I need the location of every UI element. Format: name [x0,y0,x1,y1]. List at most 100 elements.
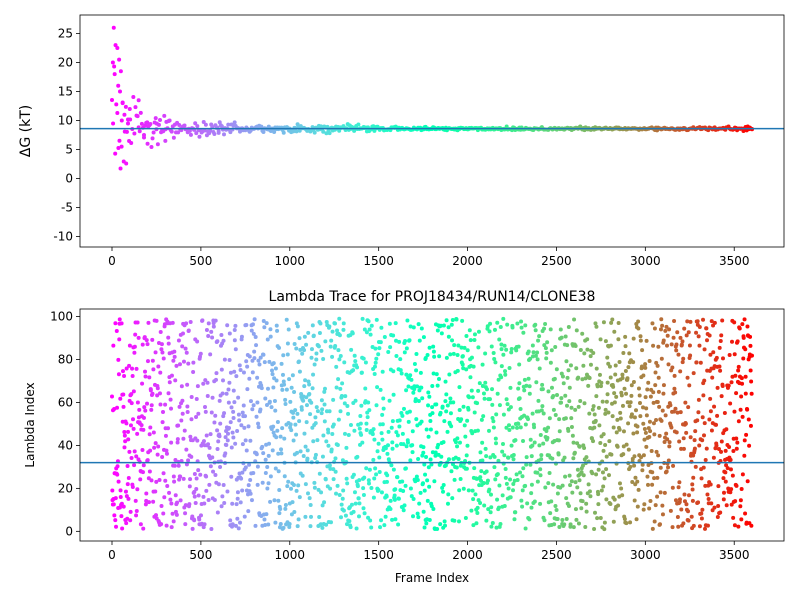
lambda-point [691,523,696,528]
lambda-point [201,381,206,386]
lambda-point [159,503,164,508]
lambda-point [159,522,164,527]
lambda-point [535,479,540,484]
lambda-point [409,377,414,382]
lambda-point [680,360,685,365]
lambda-point [518,407,523,412]
lambda-point [391,467,396,472]
lambda-point [606,410,611,415]
lambda-point [240,410,245,415]
lambda-point [386,429,391,434]
lambda-point [749,391,754,396]
lambda-point [289,486,294,491]
lambda-point [322,402,327,407]
lambda-point [231,409,236,414]
lambda-point [146,320,151,325]
lambda-point [444,409,449,414]
lambda-point [736,364,741,369]
lambda-point [675,514,680,519]
lambda-point [696,397,701,402]
lambda-point [513,438,518,443]
lambda-point [433,453,438,458]
lambda-point [680,339,685,344]
lambda-point [341,508,346,513]
lambda-point [748,343,753,348]
lambda-point [121,392,126,397]
lambda-point [143,374,148,379]
lambda-point [748,334,753,339]
lambda-point [135,320,140,325]
lambda-point [169,501,174,506]
lambda-point [304,342,309,347]
lambda-chart-title: Lambda Trace for PROJ18434/RUN14/CLONE38 [269,289,596,305]
lambda-point [150,337,155,342]
lambda-point [206,497,211,502]
lambda-point [495,320,500,325]
lambda-point [569,405,574,410]
lambda-point [268,327,273,332]
lambda-point [147,469,152,474]
lambda-point [649,448,654,453]
lambda-point [375,449,380,454]
lambda-point [708,352,713,357]
lambda-point [294,346,299,351]
lambda-point [456,456,461,461]
lambda-point [560,374,565,379]
lambda-point [457,407,462,412]
lambda-point [251,470,256,475]
lambda-point [158,370,163,375]
lambda-point [400,413,405,418]
lambda-point [394,353,399,358]
lambda-point [664,431,669,436]
lambda-point [484,454,489,459]
lambda-point [237,363,242,368]
deltag-y-tick-label: 5 [65,143,73,157]
lambda-point [153,513,158,518]
lambda-point [375,385,380,390]
lambda-point [556,438,561,443]
lambda-point [225,438,230,443]
lambda-point [116,357,121,362]
lambda-point [455,368,460,373]
lambda-point [567,385,572,390]
lambda-point [490,402,495,407]
lambda-point [211,469,216,474]
lambda-point [220,494,225,499]
lambda-point [498,325,503,330]
lambda-point [255,482,260,487]
lambda-point [178,474,183,479]
lambda-point [479,417,484,422]
lambda-point [285,352,290,357]
lambda-point [232,400,237,405]
deltag-point [111,121,116,126]
lambda-point [183,522,188,527]
lambda-point [261,451,266,456]
lambda-point [192,471,197,476]
lambda-point [413,397,418,402]
lambda-point [670,525,675,530]
lambda-point [319,411,324,416]
lambda-point [592,425,597,430]
lambda-point [734,391,739,396]
lambda-point [244,359,249,364]
lambda-point [127,343,132,348]
lambda-point [518,470,523,475]
lambda-point [665,333,670,338]
lambda-point [484,518,489,523]
lambda-point [217,398,222,403]
lambda-point [306,379,311,384]
lambda-point [712,404,717,409]
lambda-point [513,510,518,515]
lambda-point [529,505,534,510]
lambda-point [742,453,747,458]
lambda-point [637,401,642,406]
lambda-point [708,409,713,414]
lambda-point [719,333,724,338]
lambda-point [345,403,350,408]
deltag-point [118,69,123,74]
lambda-point [340,496,345,501]
lambda-point [490,521,495,526]
lambda-point [141,526,146,531]
lambda-point [527,391,532,396]
